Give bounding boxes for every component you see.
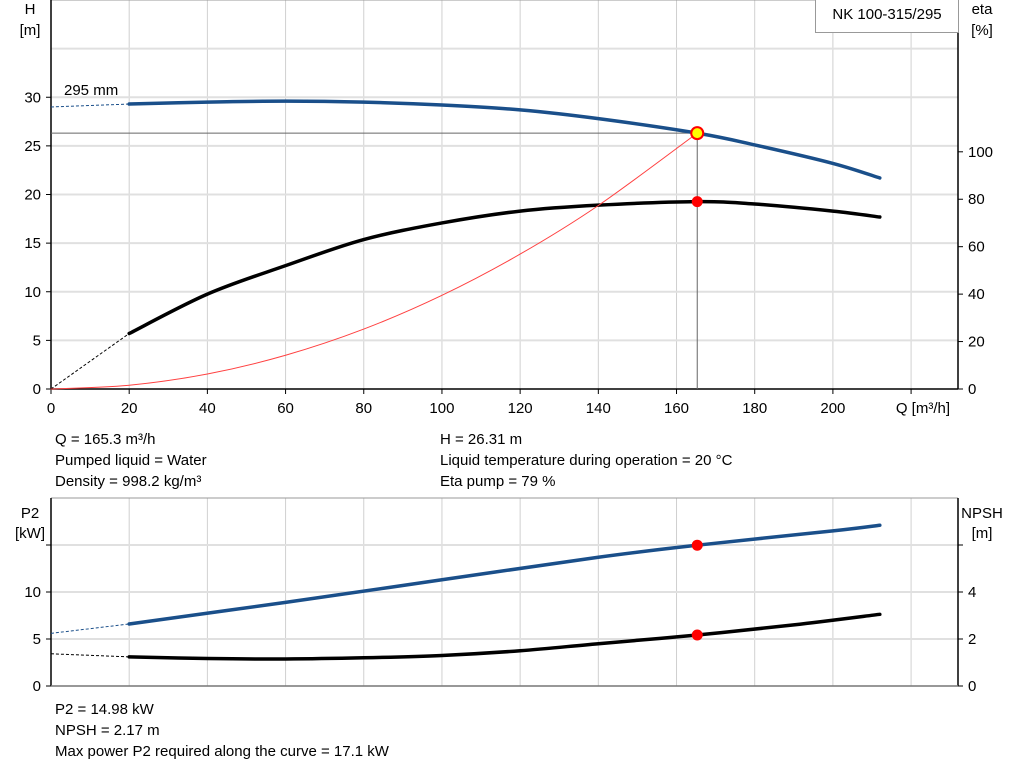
operating-point-power <box>691 539 703 551</box>
y-tick-label-right: 2 <box>968 631 976 648</box>
y-tick-label-left: 0 <box>33 678 41 695</box>
series-system-line <box>50 132 698 390</box>
info-bottom: P2 = 14.98 kW NPSH = 2.17 m Max power P2… <box>55 699 389 762</box>
y-axis-label-left: P2 <box>21 505 39 522</box>
x-tick-label: 180 <box>742 400 767 417</box>
operating-point-npsh <box>691 629 703 641</box>
info-density: Density = 998.2 kg/m³ <box>55 473 202 490</box>
y-tick-label-left: 15 <box>24 235 41 252</box>
y-tick-label-left: 5 <box>33 332 41 349</box>
info-max-power: Max power P2 required along the curve = … <box>55 743 389 760</box>
y-axis-unit-right: [m] <box>972 525 993 542</box>
x-axis-label: Q [m³/h] <box>896 400 950 417</box>
x-tick-label: 40 <box>199 400 216 417</box>
y-tick-label-right: 20 <box>968 334 985 351</box>
y-tick-label-left: 5 <box>33 631 41 648</box>
y-axis-label-right: NPSH <box>961 505 1003 522</box>
y-axis-label-right: eta <box>972 1 994 18</box>
info-head: H = 26.31 m <box>440 431 523 448</box>
series-npsh-extrapolated <box>50 653 130 658</box>
y-tick-label-right: 0 <box>968 381 976 398</box>
info-liquid: Pumped liquid = Water <box>55 452 207 469</box>
x-tick-label: 120 <box>508 400 533 417</box>
y-tick-label-left: 20 <box>24 187 41 204</box>
x-tick-label: 200 <box>820 400 845 417</box>
x-tick-label: 160 <box>664 400 689 417</box>
y-tick-label-right: 100 <box>968 144 993 161</box>
series-head-extrapolated <box>50 103 130 108</box>
info-flow: Q = 165.3 m³/h <box>55 431 156 448</box>
y-axis-unit-right: [%] <box>971 22 993 39</box>
y-tick-label-left: 10 <box>24 584 41 601</box>
y-tick-label-left: 25 <box>24 138 41 155</box>
x-tick-label: 0 <box>47 400 55 417</box>
y-tick-label-right: 0 <box>968 678 976 695</box>
impeller-diameter-label: 295 mm <box>64 82 118 99</box>
y-tick-label-right: 4 <box>968 584 976 601</box>
info-temperature: Liquid temperature during operation = 20… <box>440 452 733 469</box>
x-tick-label: 80 <box>355 400 372 417</box>
info-p2: P2 = 14.98 kW <box>55 701 154 718</box>
operating-point-eta <box>691 196 703 208</box>
y-axis-unit-left: [m] <box>20 22 41 39</box>
y-axis-label-left: H <box>25 1 36 18</box>
y-tick-label-left: 0 <box>33 381 41 398</box>
y-axis-unit-left: [kW] <box>15 525 45 542</box>
operating-point-head <box>690 126 705 141</box>
y-tick-label-right: 40 <box>968 286 985 303</box>
info-top-left: Q = 165.3 m³/h Pumped liquid = Water Den… <box>55 429 207 492</box>
y-tick-label-right: 80 <box>968 191 985 208</box>
info-eta: Eta pump = 79 % <box>440 473 556 490</box>
series-npsh-line <box>127 612 882 661</box>
series-power-line <box>127 523 882 626</box>
series-head-line <box>127 99 882 180</box>
info-top-right: H = 26.31 m Liquid temperature during op… <box>440 429 732 492</box>
x-tick-label: 100 <box>429 400 454 417</box>
info-npsh: NPSH = 2.17 m <box>55 722 160 739</box>
x-tick-label: 140 <box>586 400 611 417</box>
y-tick-label-left: 10 <box>24 284 41 301</box>
x-tick-label: 20 <box>121 400 138 417</box>
series-power-extrapolated <box>50 623 130 634</box>
series-eta-line <box>127 199 882 336</box>
series-eta-extrapolated <box>50 333 130 390</box>
x-tick-label: 60 <box>277 400 294 417</box>
pump-model-title: NK 100-315/295 <box>815 0 959 33</box>
y-tick-label-left: 30 <box>24 89 41 106</box>
y-tick-label-right: 60 <box>968 239 985 256</box>
